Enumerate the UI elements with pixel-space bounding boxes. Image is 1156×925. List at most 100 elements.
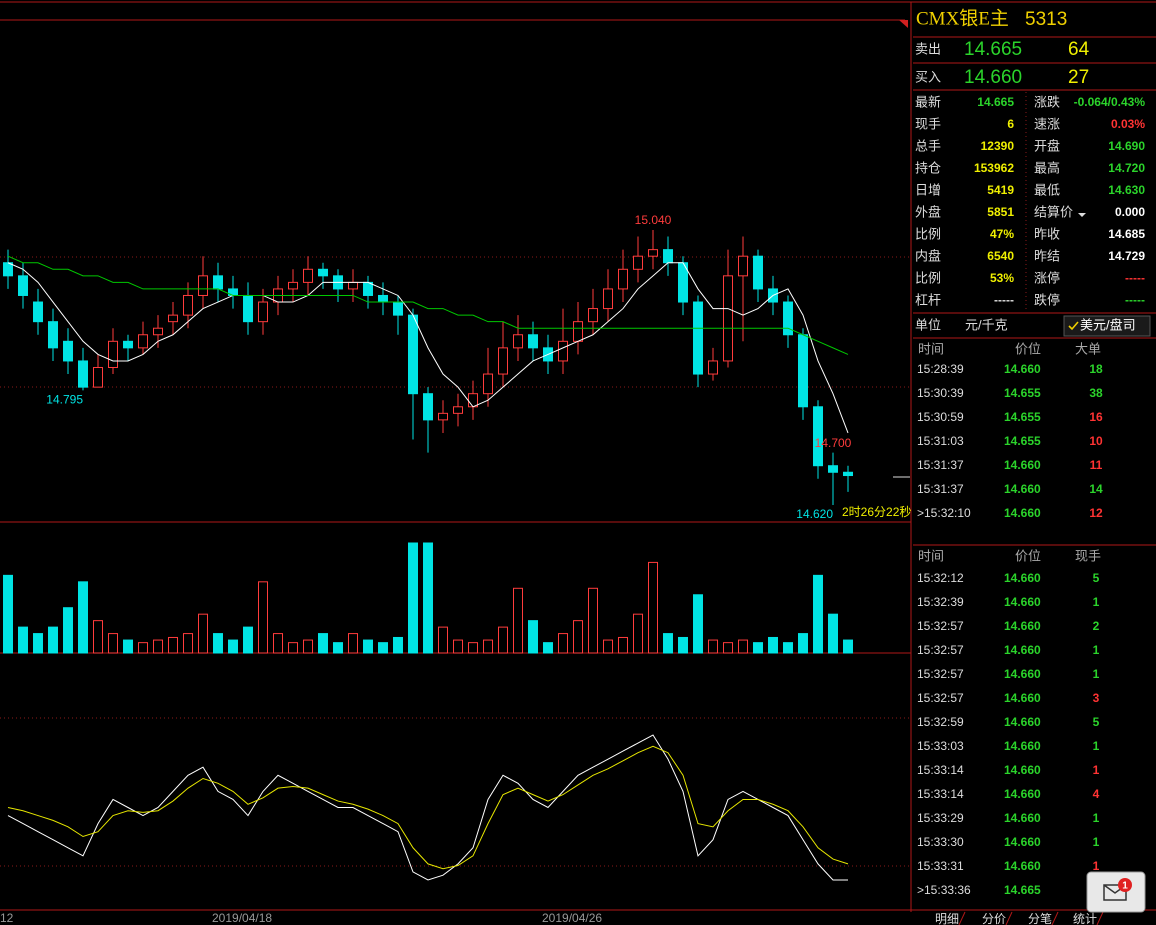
quote-label: 买入 (915, 69, 941, 84)
candle-body (348, 281, 358, 290)
trade-time: 15:28:39 (917, 362, 964, 376)
dropdown-arrow[interactable] (1078, 213, 1086, 217)
trade-qty: 1 (1093, 763, 1100, 777)
tab-edge (958, 911, 966, 925)
trade-price: 14.660 (1004, 643, 1041, 657)
candle-body (93, 367, 103, 388)
column-header: 现手 (1075, 548, 1101, 563)
candle-body (243, 294, 253, 323)
volume-bar (588, 587, 598, 654)
trade-qty: 1 (1093, 667, 1100, 681)
trade-time: 15:32:59 (917, 715, 964, 729)
quote-qty: 64 (1068, 39, 1090, 60)
volume-bar (243, 626, 253, 654)
stat-value: 5851 (987, 205, 1014, 219)
volume-bar (378, 642, 388, 654)
volume-bar (288, 642, 298, 654)
badge (1118, 878, 1132, 892)
volume-bar (828, 613, 838, 654)
trade-qty: 1 (1093, 595, 1100, 609)
volume-bar (168, 636, 178, 654)
trade-time: 15:32:57 (917, 667, 964, 681)
trade-time: 15:32:12 (917, 571, 964, 585)
trade-price: 14.660 (1004, 458, 1041, 472)
stat-label: 涨停 (1034, 270, 1060, 285)
tab[interactable]: 分价 (982, 912, 1006, 925)
quote-price: 14.665 (964, 39, 1022, 60)
candle-body (513, 334, 523, 349)
oscillator-line (7, 745, 849, 870)
tab-edge (1096, 911, 1104, 925)
volume-bar (573, 620, 583, 654)
stat-label: 杠杆 (915, 292, 941, 307)
unit-toggle[interactable] (1063, 315, 1151, 337)
candle-body (498, 347, 508, 375)
candle-body (138, 334, 148, 349)
stat-label: 现手 (915, 116, 941, 131)
quote-label: 卖出 (915, 41, 941, 56)
volume-bar (48, 626, 58, 654)
trade-qty: 1 (1093, 859, 1100, 873)
volume-bar (258, 581, 268, 654)
stat-value: 53% (990, 271, 1014, 285)
price-annotation: 15.040 (635, 213, 672, 227)
volume-bar (528, 620, 538, 654)
stat-label: 比例 (915, 226, 941, 241)
volume-bar (603, 639, 613, 654)
volume-bar (513, 587, 523, 654)
candle-body (693, 301, 703, 375)
price-annotation: 14.700 (815, 436, 852, 450)
trade-price: 14.655 (1004, 434, 1041, 448)
stat-label: 速涨 (1034, 116, 1060, 131)
volume-bar (123, 639, 133, 654)
trade-time: 15:31:37 (917, 482, 964, 496)
trade-time: 15:32:39 (917, 595, 964, 609)
candle-body (183, 294, 193, 316)
stat-label: 内盘 (915, 248, 941, 263)
candle-body (588, 308, 598, 323)
trade-price: 14.665 (1004, 883, 1041, 897)
candle-body (438, 412, 448, 421)
trade-time: 15:32:57 (917, 643, 964, 657)
column-header: 时间 (918, 548, 944, 563)
candle-body (648, 249, 658, 257)
corner-marker (899, 20, 908, 28)
volume-bar (648, 561, 658, 654)
symbol: CMX银E主 (916, 7, 1009, 29)
stat-label: 最低 (1034, 182, 1060, 197)
stat-label: 昨收 (1034, 226, 1060, 241)
stat-label: 结算价 (1034, 204, 1073, 219)
volume-bar (318, 633, 328, 654)
candle-body (453, 406, 463, 414)
candle-body (198, 275, 208, 296)
volume-bar (783, 642, 793, 654)
candle-body (423, 393, 433, 421)
volume-bar (438, 626, 448, 654)
trade-time: 15:30:59 (917, 410, 964, 424)
quote-price: 14.660 (964, 67, 1022, 88)
unit-option: 美元/盘司 (1080, 317, 1136, 332)
trade-price: 14.660 (1004, 482, 1041, 496)
candle-body (633, 255, 643, 270)
tab[interactable]: 统计 (1073, 912, 1097, 925)
stat-value: ----- (1125, 293, 1145, 307)
stat-value: ----- (994, 293, 1014, 307)
trade-time: 15:33:14 (917, 787, 964, 801)
volume-bar (93, 620, 103, 654)
trade-time: 15:33:29 (917, 811, 964, 825)
candle-body (63, 340, 73, 362)
trade-qty: 38 (1089, 386, 1103, 400)
volume-bar (663, 633, 673, 654)
stat-label: 最新 (915, 94, 941, 109)
candle-body (618, 268, 628, 290)
volume-bar (63, 607, 73, 654)
candle-body (303, 268, 313, 283)
trade-qty: 1 (1093, 643, 1100, 657)
candle-body (573, 321, 583, 342)
tab[interactable]: 分笔 (1028, 911, 1052, 925)
volume-bar (798, 633, 808, 654)
tab[interactable]: 明细 (935, 912, 959, 925)
stat-value: 47% (990, 227, 1014, 241)
stat-label: 总手 (915, 138, 941, 153)
volume-bar (153, 639, 163, 654)
